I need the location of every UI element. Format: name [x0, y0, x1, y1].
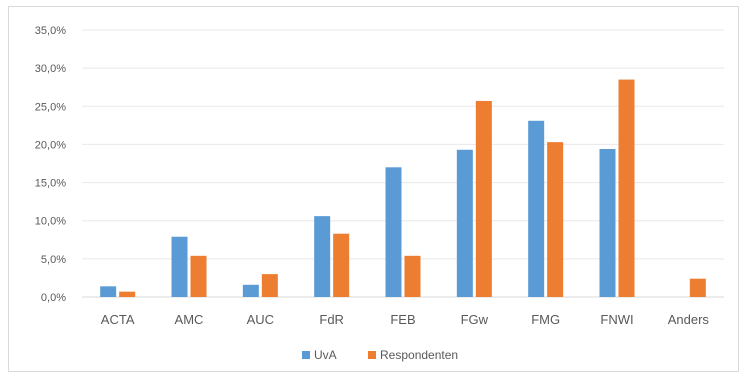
bar-uva-fdr: [314, 216, 331, 297]
legend: UvA Respondenten: [302, 348, 458, 362]
bar-uva-feb: [385, 167, 402, 297]
legend-label-uva: UvA: [314, 348, 337, 362]
bars: [100, 79, 706, 298]
x-axis-categories: ACTA AMC AUC FdR FEB FGw FMG FNWI Anders: [101, 312, 710, 327]
x-category-label: FGw: [461, 312, 489, 327]
y-tick-label: 5,0%: [41, 254, 66, 266]
y-tick-label: 10,0%: [35, 216, 66, 228]
bar-respondenten-feb: [404, 255, 421, 297]
x-category-label: FNWI: [600, 312, 633, 327]
bar-uva-auc: [242, 284, 259, 297]
y-axis-ticks: 0,0% 5,0% 10,0% 15,0% 20,0% 25,0% 30,0% 35,0%: [35, 25, 66, 304]
x-category-label: Anders: [668, 312, 710, 327]
legend-swatch-uva: [302, 351, 310, 359]
y-tick-label: 35,0%: [35, 25, 66, 37]
x-category-label: FdR: [319, 312, 344, 327]
legend-swatch-respondenten: [368, 351, 376, 359]
bar-respondenten-fnwi: [618, 79, 635, 297]
x-category-label: FEB: [390, 312, 415, 327]
bar-respondenten-auc: [261, 274, 278, 297]
bar-respondenten-fmg: [547, 142, 564, 297]
bar-uva-fgw: [456, 149, 473, 297]
x-category-label: ACTA: [101, 312, 135, 327]
y-tick-label: 25,0%: [35, 101, 66, 113]
y-tick-label: 20,0%: [35, 139, 66, 151]
bar-respondenten-fdr: [333, 233, 350, 297]
legend-label-respondenten: Respondenten: [380, 348, 458, 362]
bar-uva-amc: [171, 236, 188, 297]
bar-uva-fmg: [528, 120, 545, 297]
bar-respondenten-anders: [689, 278, 706, 297]
bar-respondenten-acta: [119, 291, 136, 297]
bar-uva-fnwi: [599, 149, 616, 297]
y-tick-label: 0,0%: [41, 292, 66, 304]
chart-frame: [8, 6, 739, 372]
gridlines: [82, 29, 724, 298]
bar-uva-acta: [100, 286, 117, 297]
y-tick-label: 15,0%: [35, 178, 66, 190]
x-category-label: AMC: [175, 312, 204, 327]
x-category-label: FMG: [531, 312, 560, 327]
bar-respondenten-amc: [190, 255, 207, 297]
x-category-label: AUC: [247, 312, 274, 327]
bar-respondenten-fgw: [475, 100, 492, 298]
y-tick-label: 30,0%: [35, 63, 66, 75]
